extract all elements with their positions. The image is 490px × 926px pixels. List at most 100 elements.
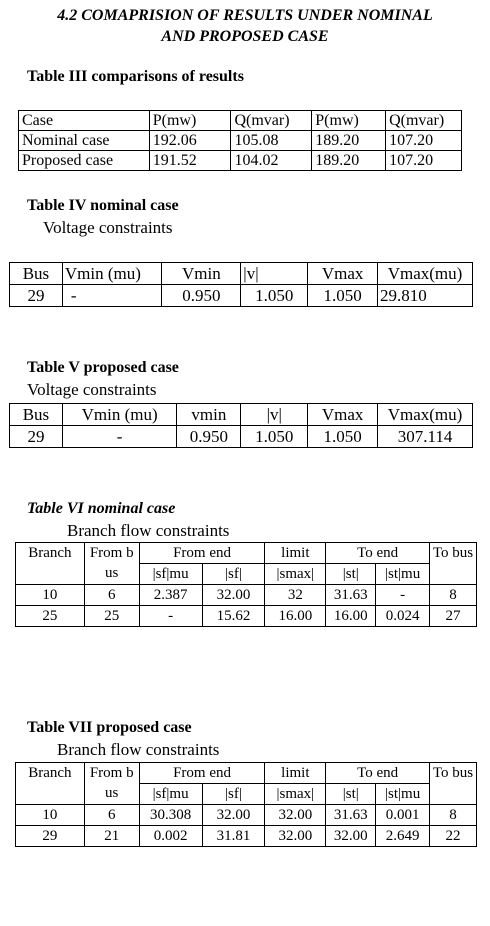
section-title-line-2: AND PROPOSED CASE (161, 28, 329, 45)
table-header-cell: To bus (429, 542, 477, 585)
table-header-cell: Q(mvar) (385, 110, 462, 131)
table-header-cell: To bus (429, 762, 477, 805)
table-cell: 0.950 (176, 425, 242, 448)
table-header-cell: Branch (15, 542, 85, 585)
table-cell: 1.050 (240, 425, 309, 448)
table-cell: 107.20 (385, 130, 462, 151)
table-cell: 105.08 (230, 130, 313, 151)
table-cell: - (61, 425, 178, 448)
table-7: Branch From bus From end limit To end To… (15, 762, 477, 847)
table-row: Branch From bus From end limit To end To… (15, 542, 477, 585)
table-header-cell: To end (325, 762, 431, 784)
table-cell: 16.00 (325, 605, 377, 627)
table-cell: 1.050 (307, 284, 379, 307)
table-header-cell: Vmax (307, 262, 379, 285)
table-cell: 104.02 (230, 150, 313, 171)
table-cell: 31.63 (325, 584, 377, 606)
table-header-cell: vmin (176, 403, 242, 426)
table-cell: 6 (83, 804, 140, 826)
table-cell: 22 (429, 825, 477, 847)
table-cell: 1.050 (240, 284, 309, 307)
table-cell: 32.00 (264, 825, 327, 847)
table-cell: 189.20 (311, 130, 387, 151)
table-6-caption: Table VI nominal case (27, 500, 176, 517)
table-cell: 10 (15, 584, 85, 606)
table-header-cell: |st|mu (375, 783, 431, 805)
table-header-cell: To end (325, 542, 431, 564)
table-row: 29 - 0.950 1.050 1.050 29.810 (9, 284, 473, 307)
table-header-cell: P(mw) (311, 110, 387, 131)
table-header-cell: P(mw) (148, 110, 232, 131)
table-7-caption: Table VII proposed case (27, 719, 192, 736)
table-header-cell: |sf| (201, 783, 266, 805)
table-header-cell: limit (264, 762, 327, 784)
table-cell: 0.002 (138, 825, 203, 847)
table-6: Branch From bus From end limit To end To… (15, 542, 477, 627)
table-cell: 0.001 (375, 804, 431, 826)
table-row: Bus Vmin (mu) vmin |v| Vmax Vmax(mu) (9, 403, 473, 426)
table-row: 10 6 30.308 32.00 32.00 31.63 0.001 8 (15, 804, 477, 826)
table-cell: 25 (15, 605, 85, 627)
table-cell: 31.63 (325, 804, 377, 826)
table-header-cell: |st| (325, 783, 377, 805)
table-header-cell: Vmin (mu) (61, 262, 163, 285)
table-row: 29 21 0.002 31.81 32.00 32.00 2.649 22 (15, 825, 477, 847)
table-header-cell: From end (138, 762, 266, 784)
table-cell: Proposed case (18, 150, 150, 171)
table-header-cell: Vmax(mu) (377, 403, 473, 426)
table-cell: - (138, 605, 203, 627)
table-header-cell: |st|mu (375, 563, 431, 585)
table-header-cell: Vmax (307, 403, 379, 426)
table-cell: 30.308 (138, 804, 203, 826)
table-cell: 0.024 (375, 605, 431, 627)
table-6-subcaption: Branch flow constraints (67, 521, 230, 540)
table-5: Bus Vmin (mu) vmin |v| Vmax Vmax(mu) 29 … (9, 403, 473, 448)
table-header-cell: |v| (240, 262, 309, 285)
table-header-cell: Q(mvar) (230, 110, 313, 131)
table-cell: 192.06 (148, 130, 232, 151)
table-3-caption: Table III comparisons of results (27, 68, 244, 85)
table-header-cell: |sf| (201, 563, 266, 585)
table-cell: 15.62 (201, 605, 266, 627)
table-row: |sf|mu |sf| |smax| |st| |st|mu (16, 563, 477, 585)
table-cell: 107.20 (385, 150, 462, 171)
table-4-caption: Table IV nominal case (27, 197, 179, 214)
table-header-cell: Branch (15, 762, 85, 805)
table-header-cell: |v| (240, 403, 309, 426)
table-header-cell: Vmin (161, 262, 242, 285)
table-5-subcaption: Voltage constraints (27, 380, 157, 399)
table-header-cell: |sf|mu (138, 783, 203, 805)
table-header-cell: Case (18, 110, 150, 131)
table-header-cell: From bus (83, 762, 140, 805)
table-cell: 29 (9, 425, 63, 448)
table-cell: 29 (9, 284, 63, 307)
table-cell: 1.050 (307, 425, 379, 448)
table-cell: 32.00 (325, 825, 377, 847)
table-header-cell: Vmin (mu) (61, 403, 178, 426)
table-row: Proposed case 191.52 104.02 189.20 107.2… (18, 150, 462, 171)
table-header-cell: Vmax(mu) (377, 262, 473, 285)
table-3: Case P(mw) Q(mvar) P(mw) Q(mvar) Nominal… (18, 110, 462, 171)
table-header-cell: limit (264, 542, 327, 564)
table-cell: 2.649 (375, 825, 431, 847)
table-row: 25 25 - 15.62 16.00 16.00 0.024 27 (15, 605, 477, 627)
section-title-line-1: 4.2 COMAPRISION OF RESULTS UNDER NOMINAL (57, 7, 433, 24)
table-cell: - (375, 584, 431, 606)
table-cell: 8 (429, 804, 477, 826)
table-header-cell: From bus (83, 542, 140, 585)
table-header-cell: Bus (9, 262, 63, 285)
table-cell: 8 (429, 584, 477, 606)
table-header-cell: |smax| (264, 563, 327, 585)
table-4-subcaption: Voltage constraints (43, 218, 173, 237)
table-row: 10 6 2.387 32.00 32 31.63 - 8 (15, 584, 477, 606)
table-row: Branch From bus From end limit To end To… (15, 762, 477, 805)
table-cell: 307.114 (377, 425, 473, 448)
table-header-cell: |sf|mu (138, 563, 203, 585)
table-row: Case P(mw) Q(mvar) P(mw) Q(mvar) (18, 110, 462, 131)
table-cell: - (61, 284, 163, 307)
table-cell: 21 (83, 825, 140, 847)
table-row: Nominal case 192.06 105.08 189.20 107.20 (18, 130, 462, 151)
table-cell: 32.00 (264, 804, 327, 826)
table-cell: 6 (83, 584, 140, 606)
table-cell: Nominal case (18, 130, 150, 151)
